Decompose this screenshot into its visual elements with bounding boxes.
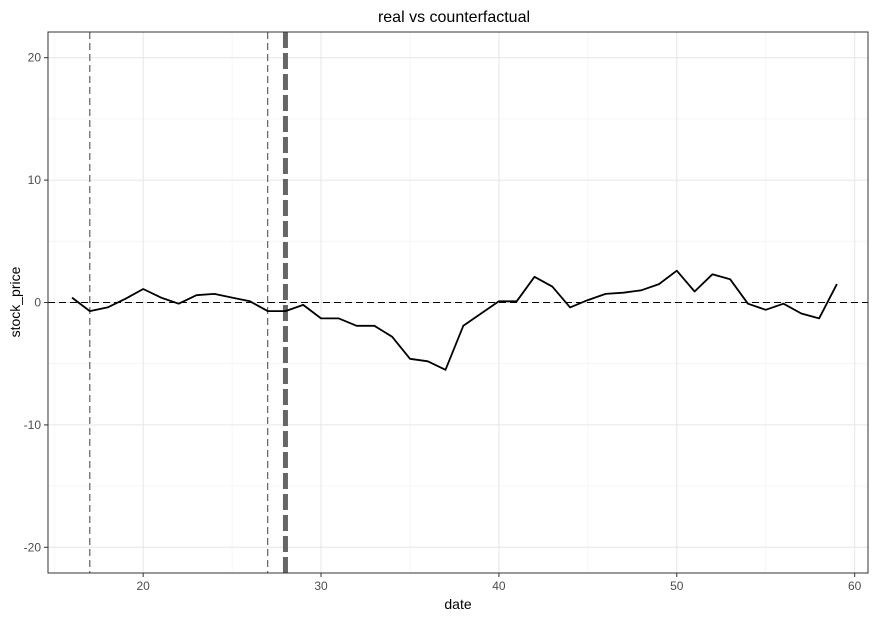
x-tick-label: 60 (848, 579, 862, 593)
x-tick-label: 40 (492, 579, 506, 593)
x-tick-label: 20 (136, 579, 150, 593)
y-tick-label: 0 (34, 296, 41, 310)
y-axis-ticks: -20 -10 0 10 20 (24, 51, 48, 554)
x-tick-label: 30 (314, 579, 328, 593)
chart-title: real vs counterfactual (378, 9, 530, 26)
y-axis-title: stock_price (7, 266, 23, 337)
y-tick-label: 10 (28, 173, 42, 187)
reference-lines (48, 32, 868, 573)
x-axis-ticks: 20 30 40 50 60 (136, 573, 862, 593)
y-tick-label: -10 (24, 418, 42, 432)
x-axis-title: date (444, 596, 471, 612)
y-tick-label: 20 (28, 51, 42, 65)
y-tick-label: -20 (24, 540, 42, 554)
data-series (71, 269, 838, 371)
x-tick-label: 50 (670, 579, 684, 593)
series-line (71, 269, 838, 371)
